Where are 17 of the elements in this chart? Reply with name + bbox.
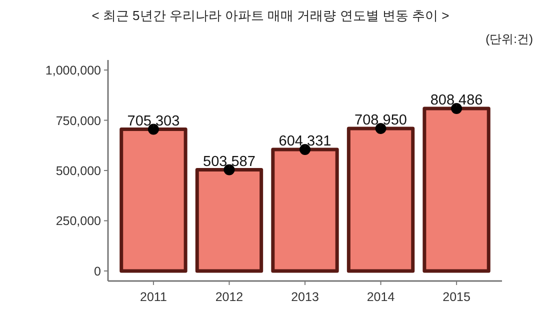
title: < 최근 5년간 우리나라 아파트 매매 거래량 연도별 변동 추이 >: [92, 8, 450, 23]
data-label: 604,331: [278, 134, 332, 150]
y-tick-label: 750,000: [56, 114, 102, 128]
y-tick-label: 500,000: [56, 164, 102, 178]
x-tick-label: 2014: [366, 290, 395, 304]
data-label: 808,486: [430, 92, 483, 109]
x-tick-label: 2011: [140, 290, 167, 304]
annotation: (단위:건): [486, 32, 533, 46]
y-tick-label: 1,000,000: [45, 64, 102, 78]
data-label: 705,303: [127, 113, 180, 130]
x-tick-label: 2015: [442, 290, 470, 304]
x-tick-label: 2012: [215, 290, 244, 304]
y-tick-label: 250,000: [56, 214, 102, 228]
y-tick-label: 0: [94, 264, 102, 278]
data-label: 708,950: [354, 112, 407, 129]
data-label: 503,587: [203, 154, 256, 170]
x-tick-label: 2013: [291, 290, 319, 304]
